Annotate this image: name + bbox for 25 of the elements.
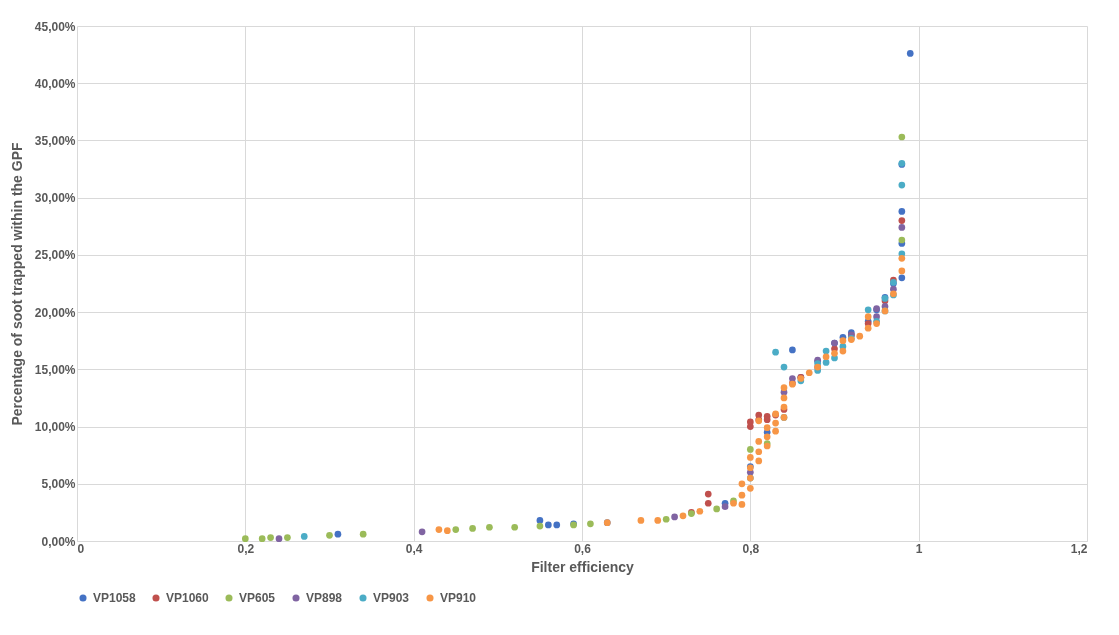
- y-tick-label: 35,00%: [34, 133, 76, 148]
- legend-label: VP1058: [93, 591, 137, 605]
- y-tick-label: 0,00%: [41, 534, 76, 549]
- x-tick-label: 0: [77, 541, 85, 556]
- x-tick-label: 0,2: [237, 541, 255, 556]
- y-tick-label: 30,00%: [34, 191, 76, 206]
- x-tick-label: 0,6: [574, 541, 592, 556]
- x-tick-label: 1: [915, 541, 923, 556]
- y-tick-label: 20,00%: [34, 305, 76, 320]
- legend-label: VP903: [373, 591, 410, 605]
- x-tick-label: 0,8: [742, 541, 760, 556]
- legend-label: VP605: [239, 591, 276, 605]
- y-tick-label: 15,00%: [34, 362, 76, 377]
- y-tick-label: 5,00%: [41, 477, 76, 492]
- y-tick-label: 45,00%: [34, 19, 76, 34]
- y-tick-label: 40,00%: [34, 76, 76, 91]
- legend-label: VP1060: [166, 591, 210, 605]
- x-tick-label: 1,2: [1070, 541, 1088, 556]
- legend-label: VP898: [306, 591, 343, 605]
- y-tick-label: 25,00%: [34, 248, 76, 263]
- legend-label: VP910: [440, 591, 477, 605]
- y-axis-title: Percentage of soot trapped within the GPF: [8, 141, 25, 426]
- x-tick-label: 0,4: [405, 541, 423, 556]
- x-axis-title: Filter efficiency: [531, 558, 635, 575]
- y-tick-label: 10,00%: [34, 420, 76, 435]
